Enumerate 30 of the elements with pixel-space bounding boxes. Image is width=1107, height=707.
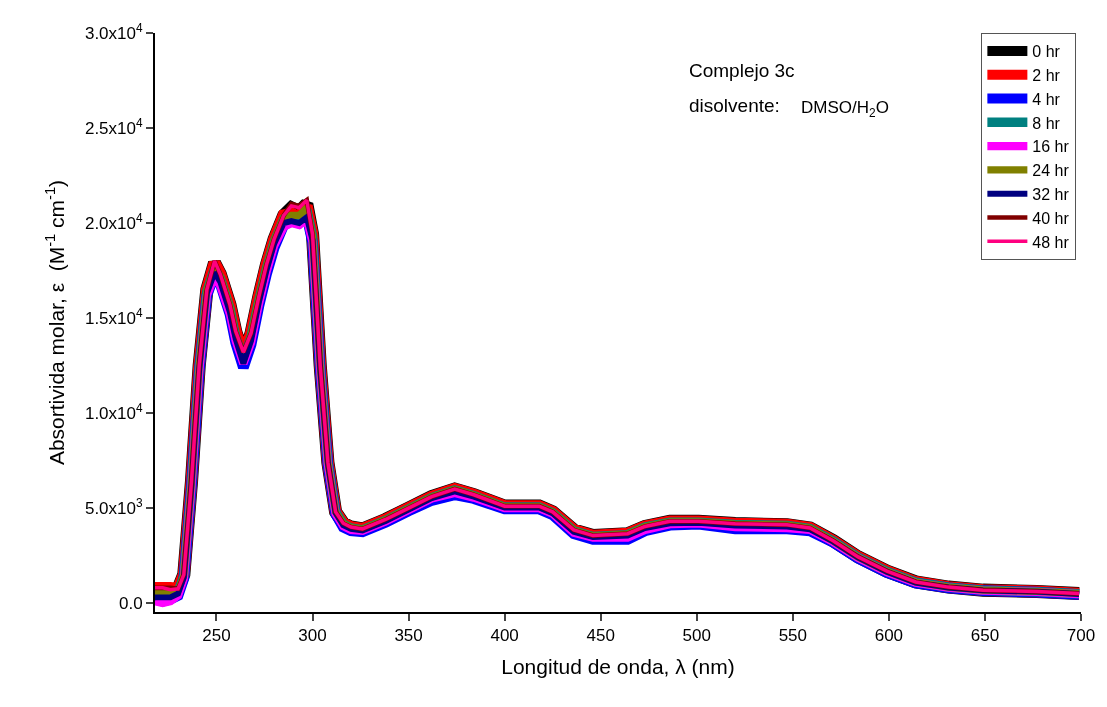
x-tick-label: 650 bbox=[970, 626, 1000, 646]
x-tick-label: 700 bbox=[1066, 626, 1096, 646]
x-tick-label: 550 bbox=[778, 626, 808, 646]
x-tick-label: 600 bbox=[874, 626, 904, 646]
y-tick-label: 2.5x10$^{4}$ bbox=[84, 115, 143, 138]
y-tick-label: 0.0 bbox=[118, 594, 143, 614]
x-tick-label: 250 bbox=[202, 626, 231, 646]
legend-label: 40 hr bbox=[1032, 209, 1070, 227]
legend-label: 48 hr bbox=[1032, 233, 1070, 251]
legend-label: 24 hr bbox=[1032, 162, 1070, 180]
annotation: Complejo 3c bbox=[689, 60, 795, 81]
y-tick-label: 1.0x10$^{4}$ bbox=[84, 400, 143, 423]
legend-label: 2 hr bbox=[1032, 66, 1061, 84]
legend-label: 4 hr bbox=[1032, 90, 1061, 108]
x-tick-label: 450 bbox=[586, 626, 615, 646]
legend-label: 32 hr bbox=[1032, 185, 1070, 203]
y-tick-label: 3.0x10$^{4}$ bbox=[84, 20, 143, 43]
x-axis-title: Longitud de onda, λ (nm) bbox=[501, 655, 735, 679]
annotation: disolvente: bbox=[689, 95, 780, 116]
legend-label: 16 hr bbox=[1032, 138, 1070, 156]
x-tick-label: 350 bbox=[394, 626, 423, 646]
x-tick-label: 300 bbox=[298, 626, 327, 646]
y-tick-label: 1.5x10$^{4}$ bbox=[84, 305, 143, 328]
legend-label: 8 hr bbox=[1032, 114, 1061, 132]
x-tick-label: 400 bbox=[490, 626, 519, 646]
annotation: DMSO/H$_{2}$O bbox=[801, 98, 889, 120]
y-tick-label: 5.0x10$^{3}$ bbox=[84, 495, 143, 519]
legend-label: 0 hr bbox=[1032, 43, 1061, 61]
y-tick-label: 2.0x10$^{4}$ bbox=[84, 210, 143, 233]
x-tick-label: 500 bbox=[682, 626, 711, 646]
